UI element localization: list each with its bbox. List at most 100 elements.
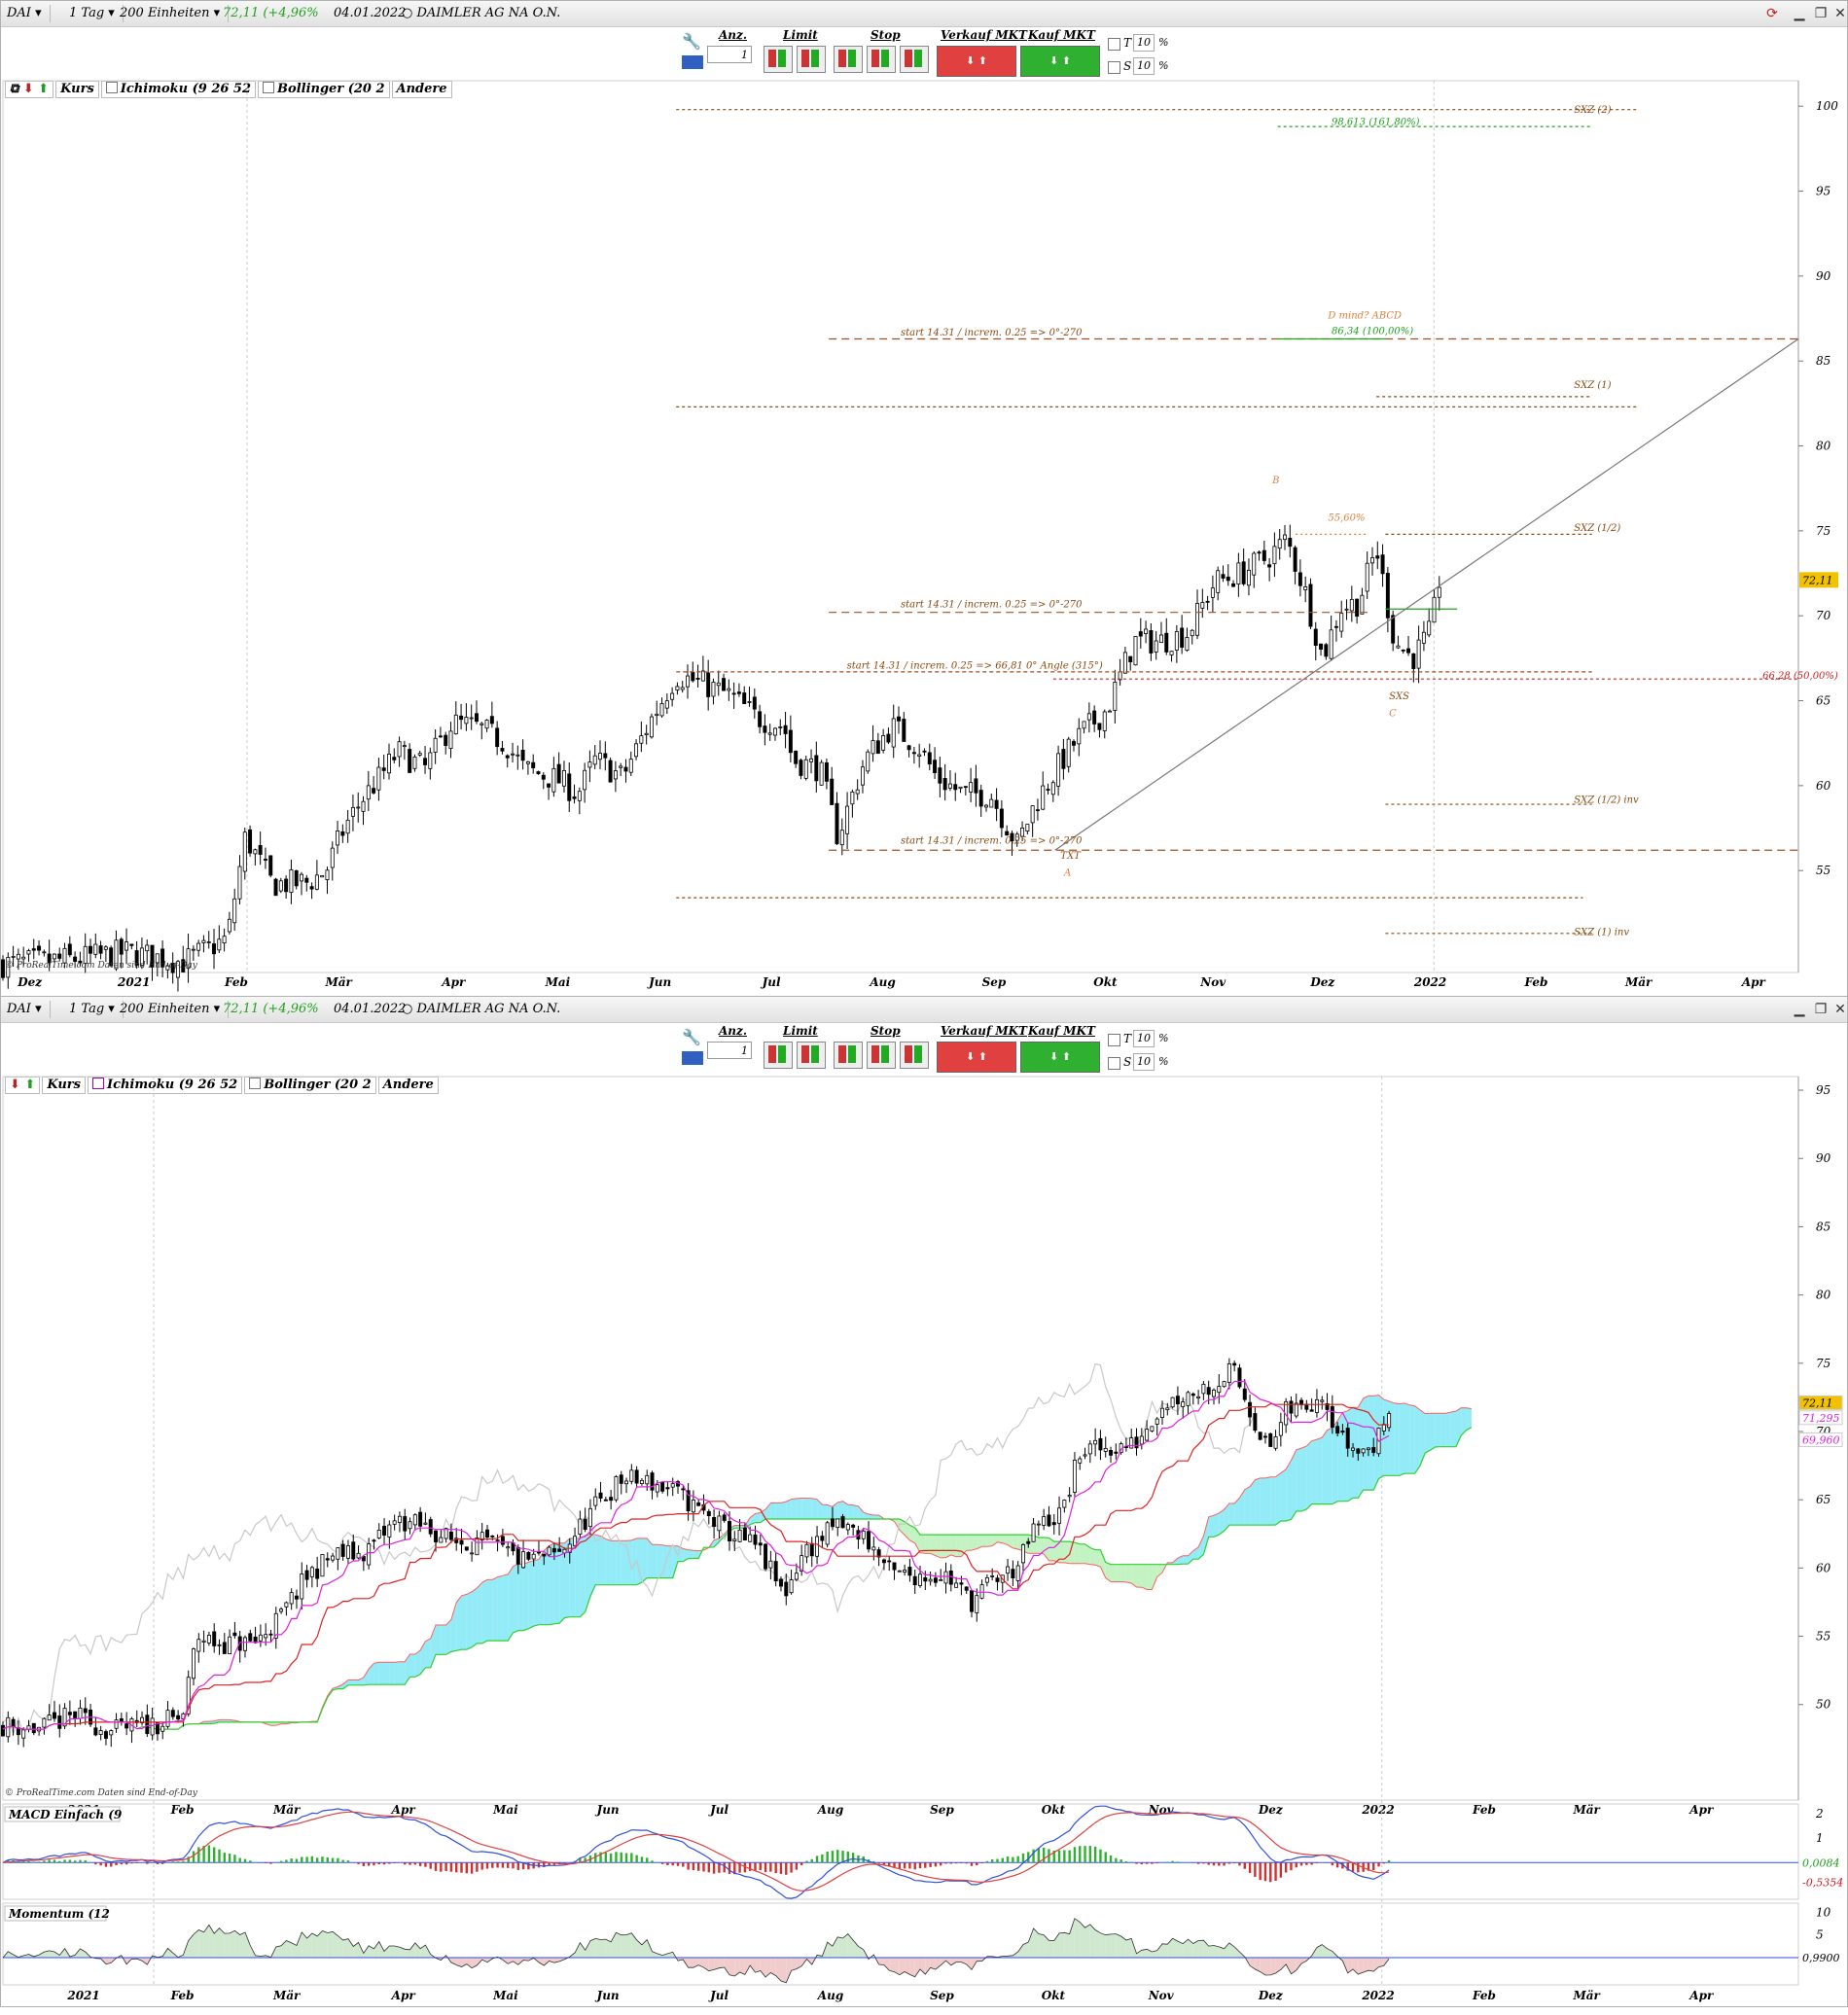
candle	[619, 1474, 623, 1484]
stop-sell-button[interactable]	[867, 46, 896, 73]
symbol-selector[interactable]: DAI ▾	[7, 1001, 51, 1018]
minimize-icon[interactable]: ▁	[1794, 1002, 1805, 1017]
kumo-cloud-segment	[853, 1504, 859, 1519]
momentum-fill	[302, 1931, 307, 1958]
refresh-icon[interactable]: ⟳	[1766, 6, 1778, 21]
stop-limit-button[interactable]	[900, 46, 929, 73]
restore-icon[interactable]: ❐	[1814, 1002, 1828, 1017]
stop-buy-button[interactable]	[834, 1042, 863, 1069]
kumo-cloud-segment	[517, 1564, 524, 1631]
candle	[1083, 1454, 1087, 1457]
price-chart-top[interactable]: 55 60 65 70 75 80 85 90 95 100 Dez 2021 Feb Mär Apr Mai…	[1, 79, 1847, 997]
macd-histogram-bar	[362, 1862, 366, 1866]
momentum-fill	[647, 1939, 653, 1958]
close-icon[interactable]: ✕	[1834, 1002, 1846, 1017]
candle	[438, 735, 443, 738]
momentum-fill	[600, 1939, 606, 1958]
kumo-cloud-segment	[1332, 1421, 1338, 1504]
momentum-fill	[1270, 1958, 1276, 1975]
kumo-cloud-segment	[1080, 1543, 1085, 1564]
stop-buy-button[interactable]	[834, 46, 863, 73]
candle	[119, 938, 124, 955]
sell-market-button[interactable]: ⬇ ⬆	[937, 46, 1016, 77]
s-checkbox[interactable]	[1108, 1057, 1120, 1070]
candle	[356, 1552, 361, 1559]
t-pct: %	[1158, 36, 1169, 49]
momentum-fill	[575, 1942, 581, 1958]
macd-title: MACD Einfach (9	[8, 1808, 123, 1821]
wrench-icon[interactable]: 🔧	[682, 1028, 701, 1046]
kumo-cloud-segment	[641, 1538, 648, 1583]
buy-market-button[interactable]: ⬇ ⬆	[1020, 1042, 1100, 1073]
wrench-icon[interactable]: 🔧	[682, 32, 701, 51]
stop-limit-button[interactable]	[900, 1042, 929, 1069]
candle	[655, 1484, 659, 1493]
candle	[454, 1538, 459, 1543]
stop-sell-button[interactable]	[867, 1042, 896, 1069]
y-tick-label: 95	[1816, 1083, 1830, 1097]
momentum-fill	[425, 1945, 431, 1958]
macd-histogram-bar	[223, 1853, 227, 1863]
macd-histogram-bar	[295, 1858, 299, 1863]
panel-tools[interactable]: ⧉ ⬇ ⬆	[5, 81, 54, 98]
symbol-selector[interactable]: DAI ▾	[7, 5, 51, 22]
candle	[680, 687, 685, 690]
candle	[1185, 637, 1190, 652]
close-icon[interactable]: ✕	[1834, 6, 1846, 21]
candle	[103, 946, 108, 950]
sell-market-button[interactable]: ⬇ ⬆	[937, 1042, 1016, 1073]
candle	[119, 1717, 124, 1722]
chart-annotation: start 14.31 / increm. 0.25 => 0°-270	[901, 835, 1083, 846]
limit-sell-button[interactable]	[797, 1042, 826, 1069]
candle	[784, 1581, 789, 1597]
qty-label: Anz.	[719, 1024, 748, 1038]
candle	[134, 950, 139, 966]
keypad-icon[interactable]	[682, 1051, 703, 1065]
units-selector[interactable]: 200 Einheiten ▾	[120, 1001, 230, 1018]
qty-input[interactable]: 1	[707, 1042, 752, 1059]
keypad-icon[interactable]	[682, 55, 703, 69]
candle	[515, 754, 520, 757]
macd-histogram-bar	[37, 1861, 41, 1863]
kumo-cloud-segment	[1224, 1503, 1229, 1532]
momentum-fill	[1033, 1928, 1039, 1958]
limit-buy-button[interactable]	[764, 1042, 793, 1069]
macd-histogram-bar	[233, 1855, 236, 1863]
legend-ichimoku[interactable]: Ichimoku (9 26 52	[100, 81, 257, 98]
candle	[984, 1576, 989, 1583]
t-spinner[interactable]: 10	[1133, 34, 1155, 52]
t-checkbox[interactable]	[1108, 1034, 1120, 1046]
kumo-cloud-segment	[1373, 1395, 1379, 1491]
momentum-tick-label: 10	[1816, 1905, 1831, 1919]
units-selector[interactable]: 200 Einheiten ▾	[120, 5, 230, 22]
interval-selector[interactable]: 1 Tag ▾	[69, 1001, 124, 1018]
macd-histogram-bar	[1382, 1862, 1386, 1864]
restore-icon[interactable]: ❐	[1814, 6, 1828, 21]
t-checkbox[interactable]	[1108, 38, 1120, 51]
candle	[1092, 710, 1097, 725]
candle	[124, 1723, 129, 1729]
buy-market-button[interactable]: ⬇ ⬆	[1020, 46, 1100, 77]
qty-input[interactable]: 1	[707, 46, 752, 63]
minimize-icon[interactable]: ▁	[1794, 6, 1805, 21]
s-checkbox[interactable]	[1108, 61, 1120, 74]
t-spinner[interactable]: 10	[1133, 1030, 1155, 1047]
limit-buy-button[interactable]	[764, 46, 793, 73]
kumo-cloud-segment	[750, 1513, 756, 1525]
s-spinner[interactable]: 10	[1133, 1053, 1155, 1071]
price-chart-bottom[interactable]: 505560657075808590952021FebMärAprMaiJunJ…	[1, 1075, 1847, 2006]
macd-histogram-bar	[485, 1862, 489, 1869]
limit-sell-button[interactable]	[797, 46, 826, 73]
candle	[867, 1531, 871, 1550]
s-spinner[interactable]: 10	[1133, 57, 1155, 75]
candle	[403, 1516, 408, 1532]
macd-histogram-bar	[676, 1862, 680, 1866]
macd-histogram-bar	[940, 1862, 942, 1866]
macd-histogram-bar	[1284, 1862, 1288, 1873]
macd-histogram-bar	[1088, 1846, 1092, 1863]
legend-bollinger[interactable]: Bollinger (20 2	[244, 1077, 376, 1094]
candle	[1330, 1405, 1334, 1428]
interval-selector[interactable]: 1 Tag ▾	[69, 5, 124, 22]
legend-andere[interactable]: Andere	[391, 81, 452, 98]
